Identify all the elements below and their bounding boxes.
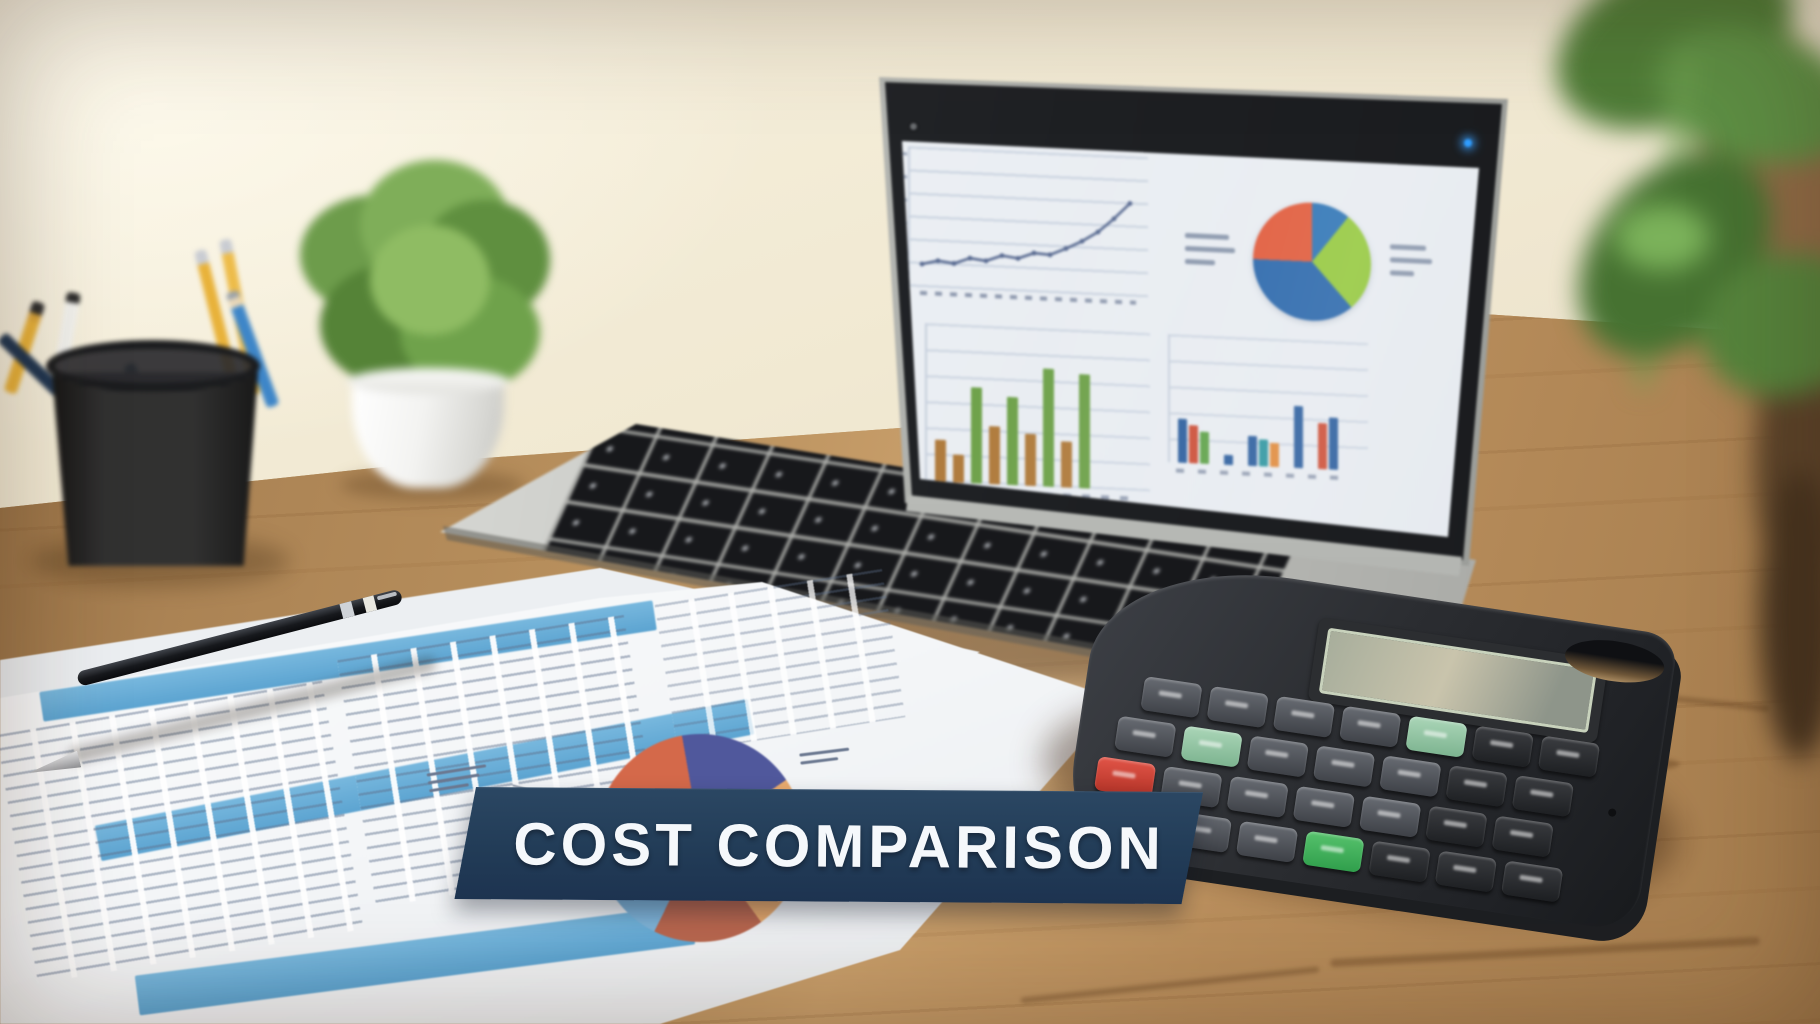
- calculator-key: [1206, 685, 1269, 729]
- calculator-key: [1434, 850, 1498, 893]
- calculator-key: [1140, 676, 1203, 719]
- calculator-key: [1500, 860, 1564, 903]
- calculator-key: [1471, 725, 1534, 768]
- cost-comparison-banner: COST COMPARISON: [454, 787, 1204, 905]
- calculator-key: [1511, 775, 1575, 818]
- screen-line-chart: [902, 146, 1148, 316]
- mesh-cup: [52, 372, 258, 566]
- power-led: [1464, 139, 1472, 147]
- calculator-key: [1358, 795, 1422, 838]
- mesh-cup-rim: [46, 340, 260, 392]
- calculator-key: [1312, 745, 1376, 788]
- calculator-key: [1368, 840, 1431, 883]
- calculator-key: [1272, 695, 1336, 739]
- webcam-dot: [910, 123, 917, 130]
- banner-title: COST COMPARISON: [513, 809, 1166, 882]
- plant-foliage: [370, 225, 490, 335]
- calculator-key: [1114, 715, 1177, 758]
- calculator-key: [1226, 775, 1289, 819]
- calculator-key: [1292, 785, 1356, 828]
- plant-leaf: [1615, 205, 1710, 270]
- calculator-key: [1180, 725, 1243, 768]
- calculator-key: [1425, 805, 1488, 848]
- calculator-key: [1246, 735, 1310, 778]
- calculator-key: [1302, 830, 1365, 873]
- calculator-key: [1537, 735, 1601, 778]
- background-object: [1760, 470, 1820, 760]
- line-series: [919, 201, 1133, 267]
- calculator-key: [1491, 815, 1554, 858]
- plant-pot-rim: [347, 368, 509, 394]
- calculator-key: [1445, 765, 1508, 808]
- calculator-key: [1339, 705, 1402, 748]
- calculator-key: [1379, 755, 1442, 798]
- calculator-key: [1235, 820, 1299, 863]
- calculator-key: [1405, 715, 1468, 758]
